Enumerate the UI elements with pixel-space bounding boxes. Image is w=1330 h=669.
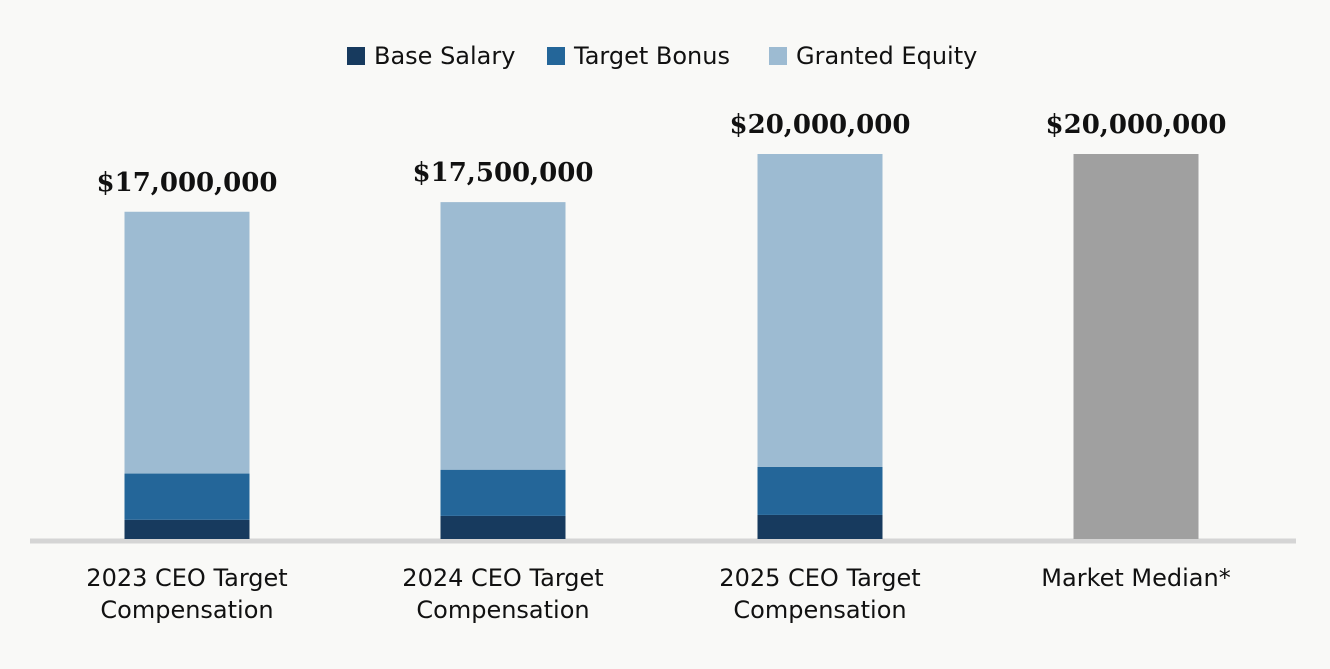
legend-swatch <box>547 47 565 65</box>
bar-segment <box>440 469 566 516</box>
bar-segment <box>757 514 883 539</box>
total-label: $17,500,000 <box>413 158 594 188</box>
category-label: 2023 CEO Target Compensation <box>86 564 288 624</box>
legend-swatch <box>347 47 365 65</box>
category-label: 2025 CEO Target Compensation <box>719 564 921 624</box>
bar <box>1073 154 1199 539</box>
total-label: $20,000,000 <box>1046 110 1227 140</box>
bar-segment <box>757 466 883 515</box>
legend-label: Base Salary <box>374 42 515 70</box>
bar-segment <box>124 519 250 539</box>
bar-segment <box>124 211 250 474</box>
bar-segment <box>124 473 250 520</box>
bar-segment <box>440 202 566 470</box>
bar-segment <box>757 154 883 467</box>
legend-label: Target Bonus <box>573 42 730 70</box>
category-label: Market Median* <box>1041 564 1231 592</box>
bar-segment <box>440 515 566 539</box>
legend-swatch <box>769 47 787 65</box>
total-label: $17,000,000 <box>97 168 278 198</box>
total-label: $20,000,000 <box>730 110 911 140</box>
legend-label: Granted Equity <box>796 42 977 70</box>
category-label: 2024 CEO Target Compensation <box>402 564 604 624</box>
